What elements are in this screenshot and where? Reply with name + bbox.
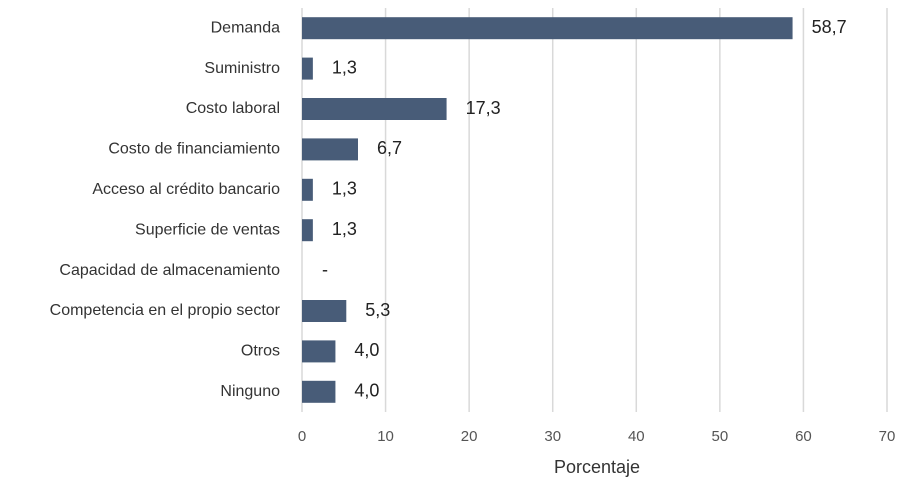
x-tick-label: 40 <box>628 428 645 445</box>
y-tick-label: Otros <box>241 343 280 360</box>
y-tick-label: Suministro <box>204 60 280 77</box>
y-tick-label: Superficie de ventas <box>135 221 280 238</box>
value-label: 1,3 <box>332 219 357 239</box>
value-label: 4,0 <box>354 381 379 401</box>
y-tick-label: Costo de financiamiento <box>108 141 280 158</box>
y-tick-label: Capacidad de almacenamiento <box>59 262 280 279</box>
value-label: 1,3 <box>332 57 357 77</box>
x-tick-label: 0 <box>298 428 306 445</box>
x-tick-label: 10 <box>377 428 394 445</box>
bar <box>302 340 336 363</box>
value-label: 1,3 <box>332 179 357 199</box>
value-label: 4,0 <box>354 340 379 360</box>
value-label: 6,7 <box>377 138 402 158</box>
x-tick-label: 50 <box>712 428 729 445</box>
bar <box>302 17 793 40</box>
y-tick-label: Acceso al crédito bancario <box>92 181 280 198</box>
bar <box>302 57 313 80</box>
value-label: 17,3 <box>466 98 501 118</box>
bar <box>302 98 447 120</box>
y-tick-label: Demanda <box>211 19 280 36</box>
value-label: - <box>322 259 328 279</box>
x-tick-label: 20 <box>461 428 478 445</box>
bar <box>302 300 347 322</box>
value-label: 5,3 <box>365 300 390 320</box>
x-tick-label: 30 <box>544 428 561 445</box>
x-tick-label: 60 <box>795 428 812 445</box>
x-axis-label: Porcentaje <box>554 457 640 477</box>
bar <box>302 219 313 242</box>
bar <box>302 138 358 161</box>
bar <box>302 178 313 201</box>
y-tick-label: Costo laboral <box>186 100 280 117</box>
y-tick-label: Competencia en el propio sector <box>50 302 281 319</box>
x-tick-label: 70 <box>879 428 896 445</box>
y-tick-label: Ninguno <box>220 383 280 400</box>
bar <box>302 380 336 403</box>
value-label: 58,7 <box>812 17 847 37</box>
